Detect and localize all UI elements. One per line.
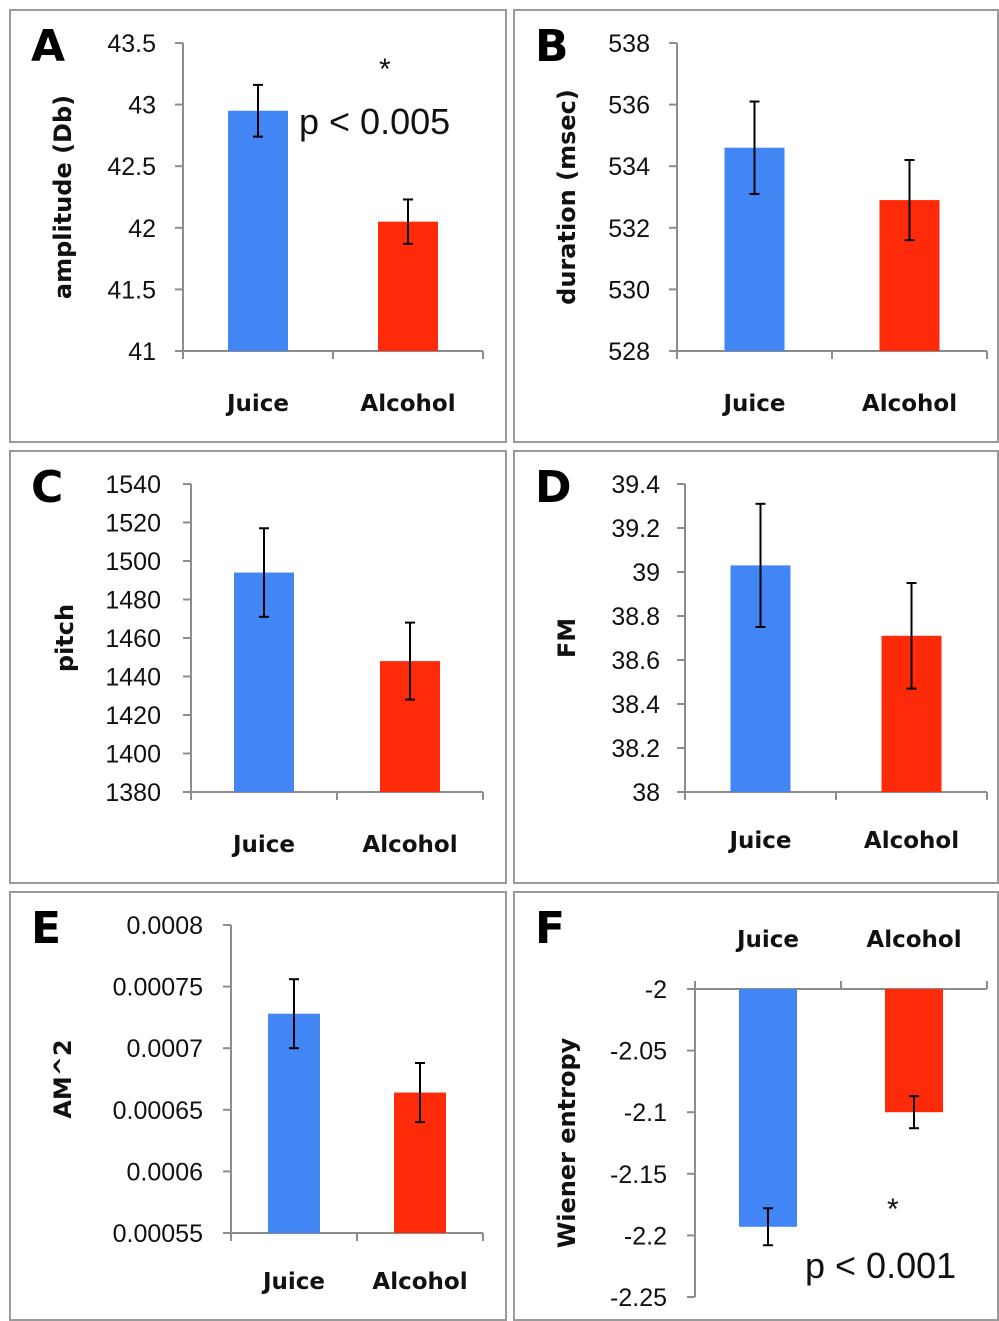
y-tick-label: -2.25 <box>610 1284 667 1312</box>
y-tick-label: -2 <box>645 976 667 1004</box>
y-tick-label: 0.0008 <box>127 912 203 940</box>
panel-d: D 39.4 39.2 39 38.8 38.6 38.4 38.2 38 Juice Alcoho… <box>513 450 999 884</box>
y-axis-label: amplitude (Db) <box>49 95 77 299</box>
panel-a: A 43.5 43 42.5 42 41.5 41 Juice Alcohol amplitude… <box>9 9 507 443</box>
y-tick-label: 42.5 <box>107 153 156 181</box>
y-tick-label: 41 <box>128 338 156 366</box>
y-tick-label: 42 <box>128 215 156 243</box>
y-axis-label: Wiener entropy <box>553 1037 581 1248</box>
chart-svg: E 0.0008 0.00075 0.0007 0.00065 0.0006 0.00055… <box>31 903 484 1295</box>
y-tick-label: 1480 <box>105 587 161 615</box>
category-label: Alcohol <box>372 1269 467 1295</box>
chart-svg: C 1540 1520 1500 1480 1460 1440 1420 1400 1380 Jui… <box>31 462 484 858</box>
category-label: Alcohol <box>866 927 961 953</box>
y-tick-label: 0.0007 <box>127 1035 203 1063</box>
bar-juice <box>268 1013 320 1233</box>
category-label: Alcohol <box>862 391 957 417</box>
panel-letter: A <box>31 21 65 72</box>
panel-letter: F <box>535 903 565 954</box>
category-label: Juice <box>727 828 791 854</box>
y-axis-label: AM^2 <box>49 1039 77 1118</box>
y-tick-label: 38 <box>632 779 660 807</box>
y-tick-label: 38.4 <box>611 691 660 719</box>
significance-star: * <box>379 53 391 86</box>
y-tick-label: 43.5 <box>107 30 156 58</box>
panel-f: F -2 -2.05 -2.1 -2.15 -2.2 -2.25 Juice Alcohol Wi… <box>513 891 999 1321</box>
panel-b: B 538 536 534 532 530 528 Juice Alcohol duration … <box>513 9 999 443</box>
category-label: Alcohol <box>362 832 457 858</box>
y-tick-label: 536 <box>608 92 650 120</box>
y-tick-label: 39.2 <box>611 515 660 543</box>
y-tick-label: 1500 <box>105 548 161 576</box>
y-tick-label: 38.2 <box>611 735 660 763</box>
panel-letter: E <box>31 903 61 954</box>
bar-juice <box>739 989 797 1227</box>
y-tick-label: -2.1 <box>624 1099 667 1127</box>
y-tick-label: 1440 <box>105 664 161 692</box>
y-tick-label: 1400 <box>105 741 161 769</box>
category-label: Juice <box>735 927 799 953</box>
category-label: Alcohol <box>864 828 959 854</box>
chart-svg: B 538 536 534 532 530 528 Juice Alcohol duration … <box>535 21 988 417</box>
y-tick-label: 528 <box>608 338 650 366</box>
y-tick-label: 530 <box>608 276 650 304</box>
y-tick-label: -2.2 <box>624 1222 667 1250</box>
category-label: Juice <box>231 832 295 858</box>
y-tick-label: 39 <box>632 559 660 587</box>
y-tick-label: 538 <box>608 30 650 58</box>
y-tick-label: 38.6 <box>611 647 660 675</box>
chart-svg: A 43.5 43 42.5 42 41.5 41 Juice Alcohol amplitude… <box>31 21 484 417</box>
significance-star: * <box>887 1193 899 1226</box>
panel-c: C 1540 1520 1500 1480 1460 1440 1420 1400 1380 Jui… <box>9 450 507 884</box>
category-label: Juice <box>721 391 785 417</box>
panel-letter: D <box>535 462 572 513</box>
y-tick-label: 41.5 <box>107 276 156 304</box>
chart-svg: F -2 -2.05 -2.1 -2.15 -2.2 -2.25 Juice Alcohol Wi… <box>535 903 988 1312</box>
y-tick-label: 38.8 <box>611 603 660 631</box>
category-label: Juice <box>261 1269 325 1295</box>
category-label: Alcohol <box>360 391 455 417</box>
y-axis-label: FM <box>553 618 581 658</box>
panel-e: E 0.0008 0.00075 0.0007 0.00065 0.0006 0.00055… <box>9 891 507 1321</box>
y-tick-label: 43 <box>128 92 156 120</box>
panel-letter: C <box>31 462 63 513</box>
y-tick-label: -2.05 <box>610 1038 667 1066</box>
y-axis-label: duration (msec) <box>553 89 581 305</box>
p-value-label: p < 0.001 <box>805 1245 956 1286</box>
y-tick-label: -2.15 <box>610 1161 667 1189</box>
y-tick-label: 1520 <box>105 510 161 538</box>
y-tick-label: 1540 <box>105 471 161 499</box>
bar-juice <box>228 110 288 351</box>
y-tick-label: 1420 <box>105 702 161 730</box>
y-tick-label: 532 <box>608 215 650 243</box>
y-tick-label: 534 <box>608 153 650 181</box>
y-tick-label: 0.00075 <box>113 974 203 1002</box>
bar-alcohol <box>885 989 943 1113</box>
p-value-label: p < 0.005 <box>299 101 450 142</box>
y-tick-label: 39.4 <box>611 471 660 499</box>
y-tick-label: 0.00065 <box>113 1097 203 1125</box>
y-tick-label: 0.00055 <box>113 1220 203 1248</box>
chart-svg: D 39.4 39.2 39 38.8 38.6 38.4 38.2 38 Juice Alcoho… <box>535 462 988 854</box>
y-tick-label: 0.0006 <box>127 1158 203 1186</box>
panel-letter: B <box>535 21 569 72</box>
y-axis-label: pitch <box>51 604 79 672</box>
y-tick-label: 1380 <box>105 779 161 807</box>
category-label: Juice <box>225 391 289 417</box>
y-tick-label: 1460 <box>105 625 161 653</box>
